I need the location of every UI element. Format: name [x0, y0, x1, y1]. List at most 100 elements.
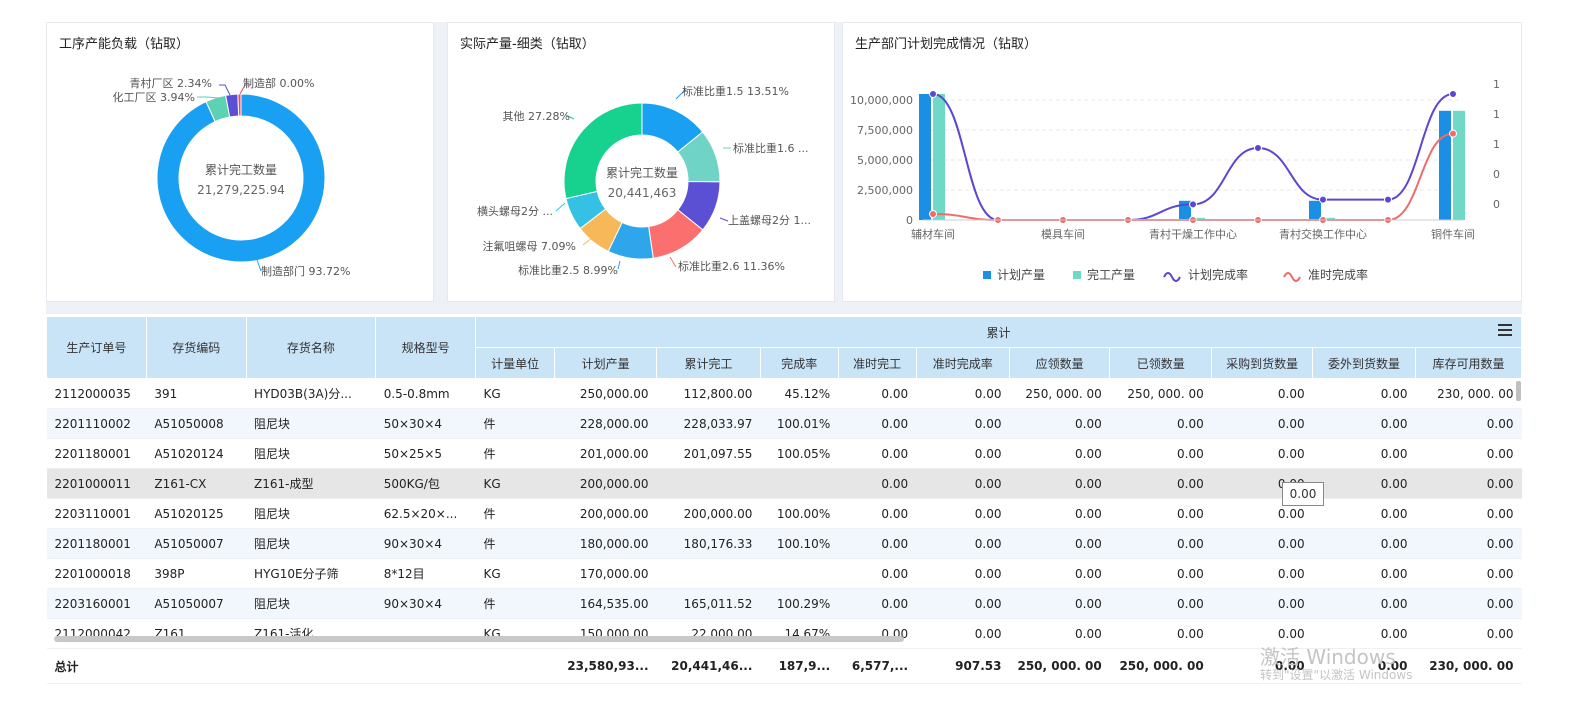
table-cell[interactable]: HYD03B(3A)分...	[246, 378, 376, 409]
table-cell[interactable]: 90×30×4	[375, 528, 476, 559]
table-cell[interactable]: A51020124	[146, 438, 247, 469]
table-cell[interactable]: 0.00	[1109, 528, 1212, 559]
table-cell[interactable]: 391	[146, 378, 247, 409]
table-cell[interactable]: 100.05%	[760, 438, 839, 469]
table-cell[interactable]: 180,000.00	[554, 528, 657, 559]
table-cell[interactable]: Z161	[146, 618, 247, 649]
table-cell[interactable]: 500KG/包	[375, 468, 476, 499]
table-cell[interactable]: KG	[475, 468, 555, 499]
table-cell[interactable]: 2112000035	[46, 378, 147, 409]
table-cell[interactable]: 0.00	[1211, 558, 1313, 589]
table-cell[interactable]: 0.00	[916, 588, 1010, 619]
table-cell[interactable]: 阻尼块	[246, 588, 376, 619]
col-8[interactable]: 采购到货数量	[1211, 347, 1314, 379]
table-cell[interactable]: 0.00	[1109, 438, 1212, 469]
table-cell[interactable]	[760, 558, 839, 589]
table-cell[interactable]: 201,000.00	[554, 438, 657, 469]
table-cell[interactable]: 件	[475, 438, 555, 469]
table-cell[interactable]: 0.00	[1312, 588, 1416, 619]
col-7[interactable]: 已领数量	[1109, 347, 1213, 379]
table-cell[interactable]: 50×30×4	[375, 408, 476, 439]
table-cell[interactable]: 22,000.00	[656, 618, 761, 649]
horizontal-scrollbar[interactable]	[54, 636, 904, 642]
table-cell[interactable]: 0.00	[1312, 408, 1416, 439]
table-cell[interactable]: 0.00	[1109, 498, 1212, 529]
table-cell[interactable]: 230, 000. 00	[1415, 378, 1522, 409]
table-cell[interactable]: 阻尼块	[246, 498, 376, 529]
table-cell[interactable]: 0.00	[1415, 438, 1522, 469]
table-cell[interactable]: 0.00	[1009, 558, 1110, 589]
table-cell[interactable]: Z161-活化	[246, 618, 376, 649]
table-cell[interactable]: 250,000.00	[554, 378, 657, 409]
table-cell[interactable]: 0.00	[838, 528, 917, 559]
table-cell[interactable]: A51050007	[146, 528, 247, 559]
table-cell[interactable]: KG	[475, 618, 555, 649]
table-row[interactable]: 2201180001 A51050007 阻尼块 90×30×4 件 180,000.00…	[46, 528, 1522, 559]
table-cell[interactable]: 0.00	[916, 498, 1010, 529]
table-cell[interactable]: 0.00	[1415, 498, 1522, 529]
table-cell[interactable]: 0.00	[1009, 438, 1110, 469]
table-cell[interactable]: 165,011.52	[656, 588, 761, 619]
table-cell[interactable]: 201,097.55	[656, 438, 761, 469]
table-cell[interactable]: 0.00	[1109, 468, 1212, 499]
table-cell[interactable]: 0.00	[1415, 468, 1522, 499]
col-1[interactable]: 计划产量	[554, 347, 658, 379]
col-item-name[interactable]: 存货名称	[245, 316, 377, 379]
table-cell[interactable]: 2201180001	[46, 528, 147, 559]
col-order-no[interactable]: 生产订单号	[46, 316, 147, 379]
table-cell[interactable]	[656, 558, 761, 589]
table-cell[interactable]: 0.00	[1009, 588, 1110, 619]
table-cell[interactable]: 250, 000. 00	[1109, 378, 1212, 409]
table-cell[interactable]: 0.5-0.8mm	[375, 378, 476, 409]
table-cell[interactable]: 阻尼块	[246, 408, 376, 439]
table-cell[interactable]: 件	[475, 588, 555, 619]
table-cell[interactable]: 0.00	[916, 468, 1010, 499]
col-3[interactable]: 完成率	[759, 347, 839, 379]
table-cell[interactable]: 件	[475, 498, 555, 529]
table-cell[interactable]: 0.00	[838, 558, 917, 589]
table-cell[interactable]: 件	[475, 408, 555, 439]
table-cell[interactable]: 200,000.00	[554, 498, 657, 529]
table-row[interactable]: 2203110001 A51020125 阻尼块 62.5×20×... 件 200,00…	[46, 498, 1522, 529]
table-cell[interactable]: 228,000.00	[554, 408, 657, 439]
table-cell[interactable]: 0.00	[1009, 528, 1110, 559]
col-item-code[interactable]: 存货编码	[145, 316, 247, 379]
table-cell[interactable]: 0.00	[916, 408, 1010, 439]
table-cell[interactable]: 0.00	[1312, 378, 1416, 409]
table-cell[interactable]: 45.12%	[760, 378, 839, 409]
table-cell[interactable]: 0.00	[1109, 558, 1212, 589]
table-cell[interactable]: KG	[475, 378, 555, 409]
table-cell[interactable]: 0.00	[1109, 618, 1212, 649]
table-row[interactable]: 2112000035 391 HYD03B(3A)分... 0.5-0.8mm KG 25…	[46, 378, 1522, 409]
col-6[interactable]: 应领数量	[1008, 347, 1111, 379]
table-cell[interactable]: 0.00	[1415, 588, 1522, 619]
table-row[interactable]: 2112000042 Z161 Z161-活化 KG 150,000.00 22,000.…	[46, 618, 1522, 649]
col-4[interactable]: 准时完工	[837, 347, 917, 379]
table-row[interactable]: 2201110002 A51050008 阻尼块 50×30×4 件 228,000.00…	[46, 408, 1522, 439]
col-10[interactable]: 库存可用数量	[1415, 347, 1522, 379]
table-cell[interactable]: 180,176.33	[656, 528, 761, 559]
table-cell[interactable]: 100.00%	[760, 498, 839, 529]
table-cell[interactable]: 2201180001	[46, 438, 147, 469]
table-cell[interactable]: 0.00	[916, 438, 1010, 469]
table-cell[interactable]	[760, 468, 839, 499]
capacity-donut-chart[interactable]: 累计完工数量 21,279,225.94 制造部门 93.72% 化工厂区 3.94%…	[47, 23, 435, 303]
table-cell[interactable]: 0.00	[916, 378, 1010, 409]
col-5[interactable]: 准时完成率	[915, 347, 1010, 379]
table-cell[interactable]: 0.00	[1312, 558, 1416, 589]
col-spec[interactable]: 规格型号	[375, 316, 477, 379]
table-cell[interactable]: 170,000.00	[554, 558, 657, 589]
table-cell[interactable]: 0.00	[1211, 528, 1313, 559]
table-cell[interactable]	[375, 618, 476, 649]
table-cell[interactable]: A51020125	[146, 498, 247, 529]
table-cell[interactable]: 2203110001	[46, 498, 147, 529]
table-cell[interactable]: 0.00	[1415, 408, 1522, 439]
table-cell[interactable]: 0.00	[916, 558, 1010, 589]
table-cell[interactable]: 0.00	[838, 438, 917, 469]
table-cell[interactable]: 0.00	[1211, 618, 1313, 649]
table-cell[interactable]: 0.00	[1312, 438, 1416, 469]
table-cell[interactable]: 0.00	[838, 468, 917, 499]
table-cell[interactable]: 2112000042	[46, 618, 147, 649]
table-cell[interactable]: 2201110002	[46, 408, 147, 439]
table-cell[interactable]: 100.29%	[760, 588, 839, 619]
